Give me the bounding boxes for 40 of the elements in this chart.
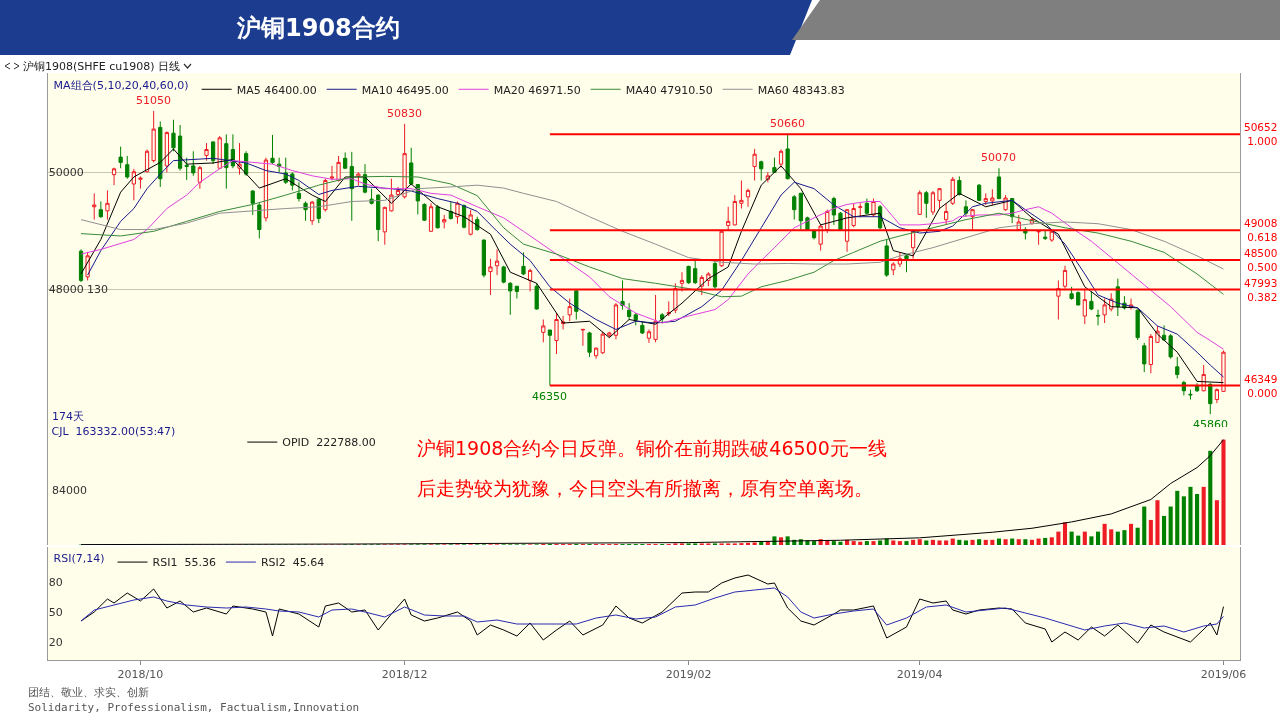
text: Solidarity, Professionalism, Factualism,Innovation [28,701,360,714]
annotation: 84000 [52,484,87,497]
annotation: 后走势较为犹豫，今日空头有所撤离，原有空单离场。 [417,477,873,499]
annotation: 50070 [981,151,1016,164]
annotation: 174天 [52,410,84,423]
legend-label: MA20 46971.50 [493,83,581,97]
y-tick-label: 80 [48,575,63,589]
legend-label: MA5 46400.00 [236,83,317,97]
annotation: 46350 [532,390,567,403]
text: 团结、敬业、求实、创新 [28,686,149,699]
y-tick-label: 50 [48,605,63,619]
x-tick-label: 2019/02 [665,668,712,682]
legend-label: RSI1 55.36 [152,556,216,570]
chart-subtitle: 沪铜1908(SHFE cu1908) 日线 [23,58,181,74]
legend-title: MA组合(5,10,20,40,60,0) [53,79,189,93]
ref-line-label: 49008 0.618 [1244,217,1278,243]
legend-label: MA60 48343.83 [757,83,845,97]
x-tick-label: 2018/10 [117,668,164,682]
chart-title: CJL 163332.00(53:47) [51,425,176,439]
ref-line-label: 47993 0.382 [1244,277,1278,303]
ref-line-label: 50652 1.000 [1244,121,1278,147]
y-tick-label: 48000 [48,282,84,296]
legend-label: MA10 46495.00 [361,83,449,97]
x-tick-label: 2019/06 [1200,668,1247,682]
annotation: 51050 [136,94,171,107]
annotation: 50660 [770,117,805,130]
y-tick-label: 20 [48,635,63,649]
legend-label: OPID 222788.00 [282,436,376,450]
legend-label: MA40 47910.50 [625,83,713,97]
annotation: 50830 [387,107,422,120]
annotation: 沪铜1908合约今日反弹。铜价在前期跌破46500元一线 [417,437,887,459]
ref-line-label: 46349 0.000 [1244,373,1278,399]
ref-line-label: 48500 0.500 [1244,247,1278,273]
legend-label: RSI2 45.64 [260,556,325,570]
y-tick-label: 50000 [48,166,84,180]
x-tick-label: 2019/04 [896,668,943,682]
x-tick-label: 2018/12 [381,668,428,682]
legend-title: RSI(7,14) [53,551,105,565]
chart-title: 沪铜1908合约 [237,13,400,44]
annotation: 130 [87,283,108,296]
